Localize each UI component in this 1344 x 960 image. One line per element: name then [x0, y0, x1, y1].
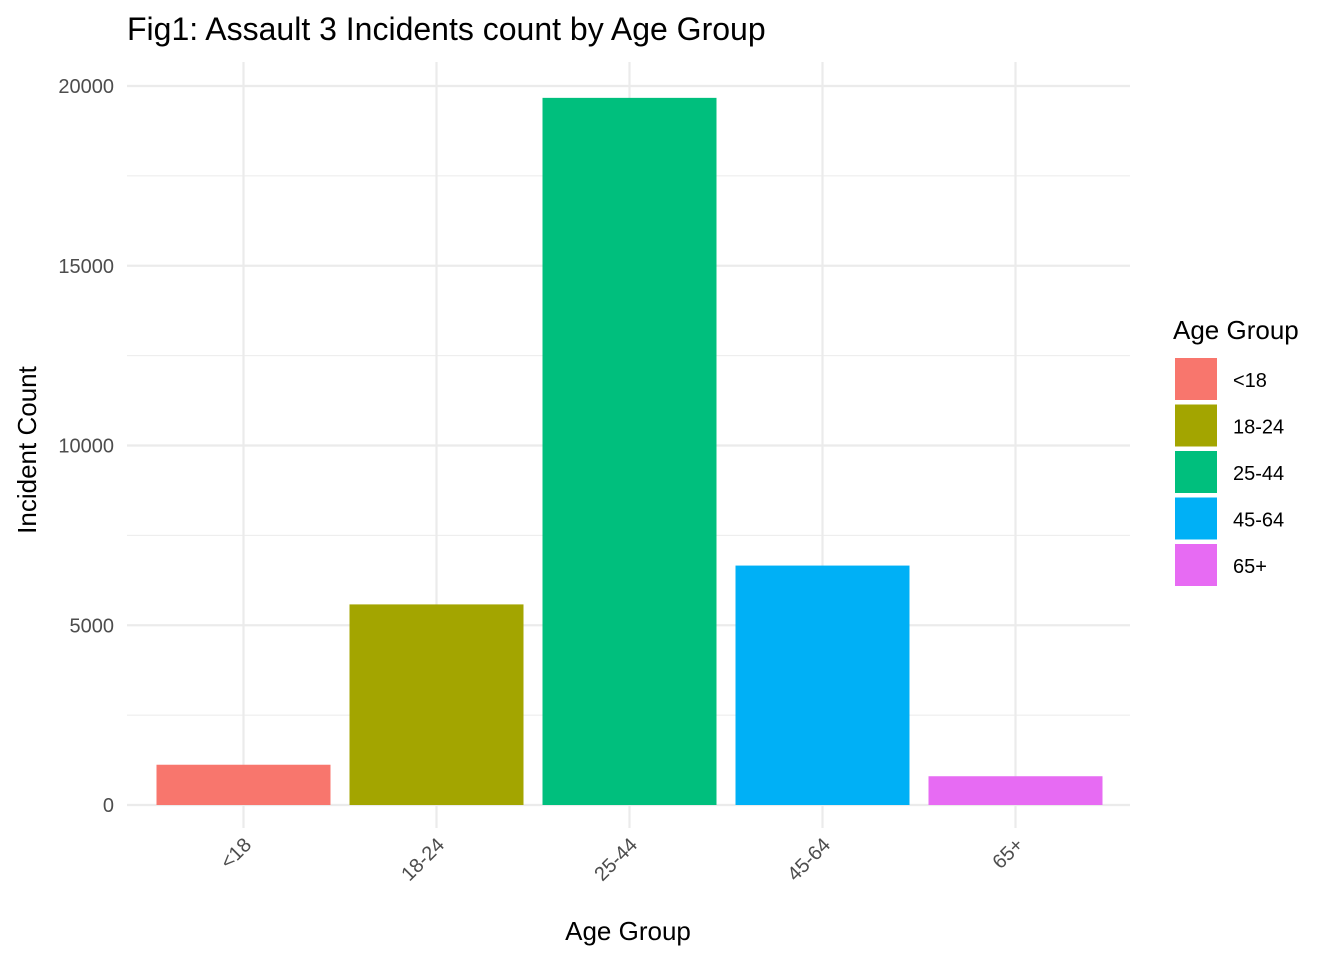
bars — [156, 97, 1103, 805]
y-tick-label: 20000 — [58, 76, 114, 98]
chart-title: Fig1: Assault 3 Incidents count by Age G… — [127, 11, 766, 47]
legend-key-<18 — [1175, 358, 1217, 400]
bar-65+ — [928, 776, 1103, 805]
bar-18-24 — [349, 604, 524, 805]
legend-label: 65+ — [1233, 556, 1267, 578]
y-tick-label: 10000 — [58, 436, 114, 458]
bar-<18 — [156, 764, 331, 805]
legend-key-18-24 — [1175, 404, 1217, 447]
y-tick-label: 0 — [103, 795, 114, 817]
legend-label: 18-24 — [1233, 417, 1284, 439]
y-axis-ticks: 0 5000 10000 15000 20000 — [58, 76, 114, 817]
x-axis-title: Age Group — [565, 916, 691, 946]
legend-key-25-44 — [1175, 451, 1217, 493]
legend: Age Group <18 18-24 25-44 45-64 65+ — [1173, 315, 1299, 586]
y-tick-label: 15000 — [58, 256, 114, 278]
legend-items: <18 18-24 25-44 45-64 65+ — [1175, 358, 1284, 586]
legend-label: <18 — [1233, 370, 1267, 392]
y-tick-label: 5000 — [70, 615, 115, 637]
legend-title: Age Group — [1173, 315, 1299, 345]
legend-label: 45-64 — [1233, 510, 1284, 532]
bar-45-64 — [735, 565, 910, 805]
y-axis-title: Incident Count — [12, 365, 42, 533]
legend-key-45-64 — [1175, 497, 1217, 540]
bar-25-44 — [542, 97, 717, 805]
legend-key-65+ — [1175, 544, 1217, 586]
legend-label: 25-44 — [1233, 463, 1284, 485]
